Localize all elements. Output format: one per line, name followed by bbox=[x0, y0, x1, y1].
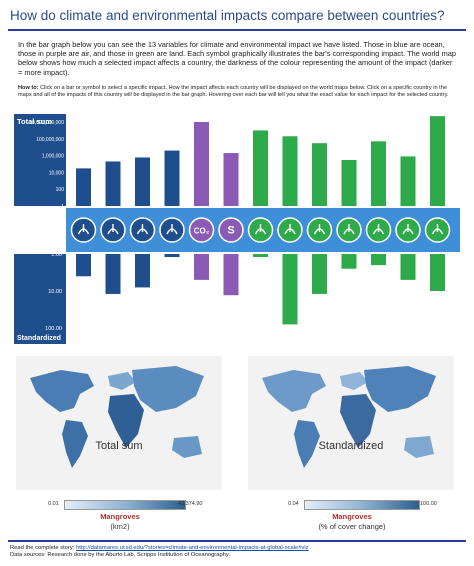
bar-total-7[interactable] bbox=[253, 130, 268, 206]
y-tick-label: 1,000,000 bbox=[42, 154, 64, 160]
bar-total-1[interactable] bbox=[76, 168, 91, 206]
impact-glyph-icon bbox=[431, 224, 444, 235]
intro-paragraph: In the bar graph below you can see the 1… bbox=[18, 40, 456, 77]
impact-glyph-icon bbox=[284, 224, 296, 235]
bar-total-9[interactable] bbox=[312, 143, 327, 206]
south-america-shape[interactable] bbox=[62, 420, 88, 468]
bar-total-3[interactable] bbox=[135, 157, 150, 206]
impact-symbol-icon[interactable] bbox=[218, 217, 244, 243]
bar-standardized-13[interactable] bbox=[430, 254, 445, 291]
bar-standardized-6[interactable] bbox=[223, 254, 239, 296]
impact-glyph-icon bbox=[136, 224, 149, 235]
australia-shape[interactable] bbox=[404, 436, 434, 458]
bar-standardized-5[interactable] bbox=[194, 254, 209, 280]
australia-shape[interactable] bbox=[172, 436, 202, 458]
map-left-caption: Total sum bbox=[95, 440, 143, 452]
bar-standardized-2[interactable] bbox=[105, 254, 121, 294]
asia-shape[interactable] bbox=[364, 366, 436, 412]
legend-right-min: 0.04 bbox=[288, 501, 299, 507]
bar-standardized-1[interactable] bbox=[76, 254, 91, 277]
north-america-shape[interactable] bbox=[262, 370, 326, 412]
legend-left-max: 42,374.90 bbox=[178, 501, 203, 507]
legend-bar-right bbox=[304, 500, 420, 510]
bar-standardized-11[interactable] bbox=[371, 254, 386, 266]
page-title: How do climate and environmental impacts… bbox=[10, 8, 445, 23]
y-tick-label: 10,000 bbox=[49, 170, 65, 176]
europe-shape[interactable] bbox=[340, 372, 368, 390]
legend-right-variable: Mangroves bbox=[332, 512, 372, 521]
y-tick-label: 100.00 bbox=[45, 326, 62, 332]
y-tick-label: 100 bbox=[56, 187, 65, 193]
data-sources: Data sources: Research done by the Aburt… bbox=[10, 552, 230, 559]
bottom-axis-panel bbox=[14, 254, 66, 344]
bar-total-11[interactable] bbox=[371, 141, 386, 206]
panel-title-total-sum: Total sum bbox=[17, 117, 52, 126]
top-axis-panel bbox=[14, 114, 66, 206]
world-map-left[interactable] bbox=[16, 356, 222, 490]
bar-total-2[interactable] bbox=[105, 161, 121, 206]
y-tick-label: 1.00 bbox=[51, 252, 62, 258]
impact-symbol-label: S bbox=[227, 225, 234, 237]
africa-shape[interactable] bbox=[340, 394, 376, 448]
map-standardized[interactable] bbox=[248, 356, 454, 490]
bar-total-6[interactable] bbox=[223, 153, 239, 206]
legend-bar-left bbox=[64, 500, 186, 510]
world-map-right[interactable] bbox=[248, 356, 454, 490]
map-total-sum[interactable] bbox=[16, 356, 222, 490]
bar-total-13[interactable] bbox=[430, 116, 445, 206]
bar-standardized-10[interactable] bbox=[341, 254, 357, 269]
impact-glyph-icon bbox=[313, 224, 326, 235]
bar-total-5[interactable] bbox=[194, 122, 209, 206]
bar-standardized-12[interactable] bbox=[400, 254, 416, 280]
bar-total-8[interactable] bbox=[282, 136, 298, 206]
map-right-caption: Standardized bbox=[318, 440, 384, 452]
impact-symbol-icon[interactable] bbox=[188, 217, 215, 243]
bar-standardized-8[interactable] bbox=[282, 254, 298, 325]
bar-total-4[interactable] bbox=[164, 150, 180, 206]
howto-text: Click on a bar or symbol to select a spe… bbox=[18, 85, 449, 98]
y-tick-label: 10.00 bbox=[48, 289, 62, 295]
impact-glyph-icon bbox=[77, 224, 90, 235]
legend-left-unit: (km2) bbox=[110, 522, 130, 531]
howto-label: How to: bbox=[18, 85, 39, 91]
footer-rule bbox=[8, 540, 466, 542]
north-america-shape[interactable] bbox=[30, 370, 94, 412]
impact-glyph-icon bbox=[372, 224, 385, 235]
panel-title-standardized: Standardized bbox=[17, 335, 61, 342]
y-tick-label: 1 bbox=[61, 204, 64, 210]
y-tick-label: 100,000,000 bbox=[36, 137, 64, 143]
title-rule bbox=[8, 29, 466, 31]
asia-shape[interactable] bbox=[132, 366, 204, 412]
europe-shape[interactable] bbox=[108, 372, 136, 390]
impact-glyph-icon bbox=[254, 224, 267, 235]
impact-glyph-icon bbox=[343, 224, 355, 235]
bar-standardized-4[interactable] bbox=[164, 254, 180, 257]
impact-glyph-icon bbox=[166, 224, 178, 235]
bar-standardized-9[interactable] bbox=[312, 254, 327, 294]
africa-shape[interactable] bbox=[108, 394, 144, 448]
legend-right-max: 100.00 bbox=[420, 501, 437, 507]
impact-bar-chart: Total sum Standardized 10,000,000,000 100,0… bbox=[14, 114, 460, 344]
story-label: Read the complete story: bbox=[10, 545, 75, 551]
story-link[interactable]: http://datamares.ucsd.edu/?stories=clima… bbox=[76, 545, 309, 551]
y-tick-label: 10,000,000,000 bbox=[29, 120, 64, 126]
impact-glyph-icon bbox=[107, 224, 119, 235]
bar-total-10[interactable] bbox=[341, 159, 357, 206]
legend-right-unit: (% of cover change) bbox=[318, 522, 386, 531]
footer: Read the complete story: http://datamare… bbox=[10, 545, 309, 560]
howto-paragraph: How to: Click on a bar or symbol to sele… bbox=[18, 85, 458, 99]
bar-standardized-3[interactable] bbox=[135, 254, 150, 288]
legend-left-min: 0.01 bbox=[48, 501, 59, 507]
impact-glyph-icon bbox=[402, 224, 414, 235]
bar-total-12[interactable] bbox=[400, 156, 416, 206]
impact-symbol-label: CO₂ bbox=[194, 227, 210, 236]
bar-standardized-7[interactable] bbox=[253, 254, 268, 257]
legend-left-variable: Mangroves bbox=[100, 512, 140, 521]
south-america-shape[interactable] bbox=[294, 420, 320, 468]
